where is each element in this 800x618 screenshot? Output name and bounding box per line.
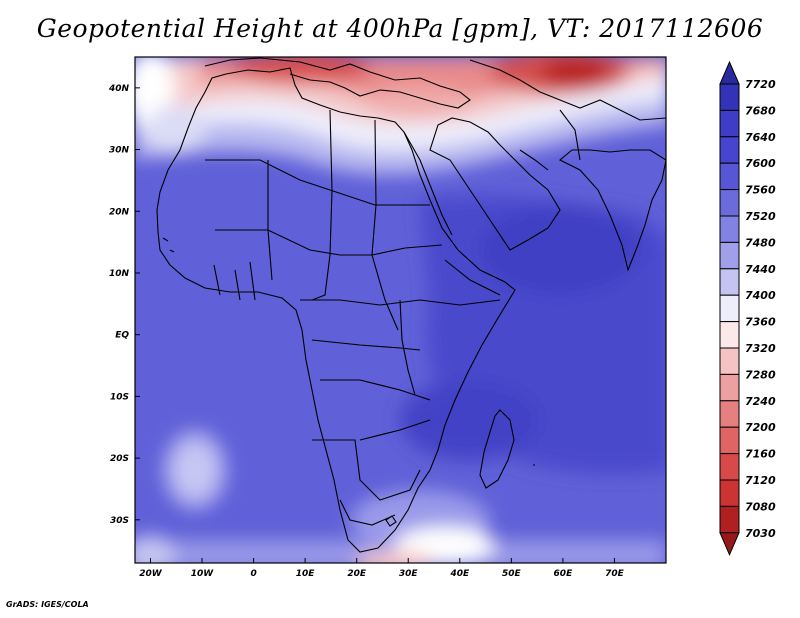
colorbar-label: 7680 xyxy=(745,104,776,117)
height-field xyxy=(135,57,666,563)
colorbar-label: 7160 xyxy=(745,448,776,461)
chart-title: Geopotential Height at 400hPa [gpm], VT:… xyxy=(36,14,764,43)
colorbar-label: 7080 xyxy=(745,500,776,513)
colorbar-label: 7320 xyxy=(745,342,776,355)
colorbar-segment xyxy=(719,321,740,349)
colorbar-segment xyxy=(719,83,740,111)
colorbar-label: 7120 xyxy=(745,474,776,487)
x-tick-label: 10E xyxy=(296,569,316,579)
y-tick-label: 10N xyxy=(109,269,130,279)
colorbar-segment xyxy=(719,268,740,296)
footer-credit: GrADS: IGES/COLA xyxy=(6,600,89,609)
colorbar-segment xyxy=(719,505,740,534)
plot-frame xyxy=(134,56,667,564)
y-tick-label: 20N xyxy=(109,207,130,217)
colorbar-segment xyxy=(719,294,740,323)
x-tick-label: 10W xyxy=(191,569,215,579)
colorbar: 7720 7680 7640 7600 7560 7520 7480 7440 7400 7360… xyxy=(719,60,776,557)
colorbar-label: 7440 xyxy=(745,263,776,276)
colorbar-label: 7720 xyxy=(745,78,776,91)
colorbar-segment xyxy=(719,109,740,138)
colorbar-segment xyxy=(719,373,740,402)
colorbar-label: 7480 xyxy=(745,236,776,249)
x-tick-label: 20W xyxy=(139,569,163,579)
colorbar-segment xyxy=(719,479,740,507)
colorbar-segment xyxy=(719,426,740,455)
x-tick-label: 40E xyxy=(449,569,470,579)
x-tick-label: 50E xyxy=(502,569,522,579)
y-tick-label: 40N xyxy=(108,84,130,94)
colorbar-label: 7640 xyxy=(745,131,776,144)
colorbar-segment xyxy=(719,241,740,270)
x-tick-label: 0 xyxy=(250,569,256,579)
coastlines xyxy=(156,57,666,553)
colorbar-arrow-top xyxy=(719,60,740,85)
colorbar-arrow-bottom xyxy=(719,532,740,557)
y-tick-label: 30N xyxy=(109,146,130,156)
colorbar-label: 7240 xyxy=(745,395,776,408)
x-tick-label: 20E xyxy=(347,569,367,579)
x-tick-label: 60E xyxy=(554,569,574,579)
colorbar-label: 7280 xyxy=(745,368,776,381)
colorbar-segment xyxy=(719,215,740,243)
colorbar-label: 7030 xyxy=(745,527,776,540)
colorbar-label: 7600 xyxy=(745,157,776,170)
colorbar-label: 7520 xyxy=(745,210,776,223)
colorbar-segment xyxy=(719,136,740,164)
x-tick-label: 30E xyxy=(399,569,419,579)
colorbar-label: 7400 xyxy=(745,289,776,302)
y-tick-label: EQ xyxy=(115,331,129,341)
colorbar-label: 7200 xyxy=(745,421,776,434)
map-axes: 20W 10W 0 10E 20E 30E 40E 50E 60E 70E 40N 30N 20N 10N… xyxy=(108,84,625,579)
colorbar-label: 7360 xyxy=(745,316,776,329)
colorbar-segment xyxy=(719,189,740,217)
colorbar-label: 7560 xyxy=(745,184,776,197)
colorbar-segment xyxy=(719,162,740,191)
y-tick-label: 10S xyxy=(110,392,129,402)
x-tick-label: 70E xyxy=(605,569,625,579)
y-tick-label: 20S xyxy=(110,454,129,464)
colorbar-segment xyxy=(719,347,740,375)
colorbar-segment xyxy=(719,400,740,428)
colorbar-segment xyxy=(719,453,740,481)
y-tick-label: 30S xyxy=(110,516,129,526)
